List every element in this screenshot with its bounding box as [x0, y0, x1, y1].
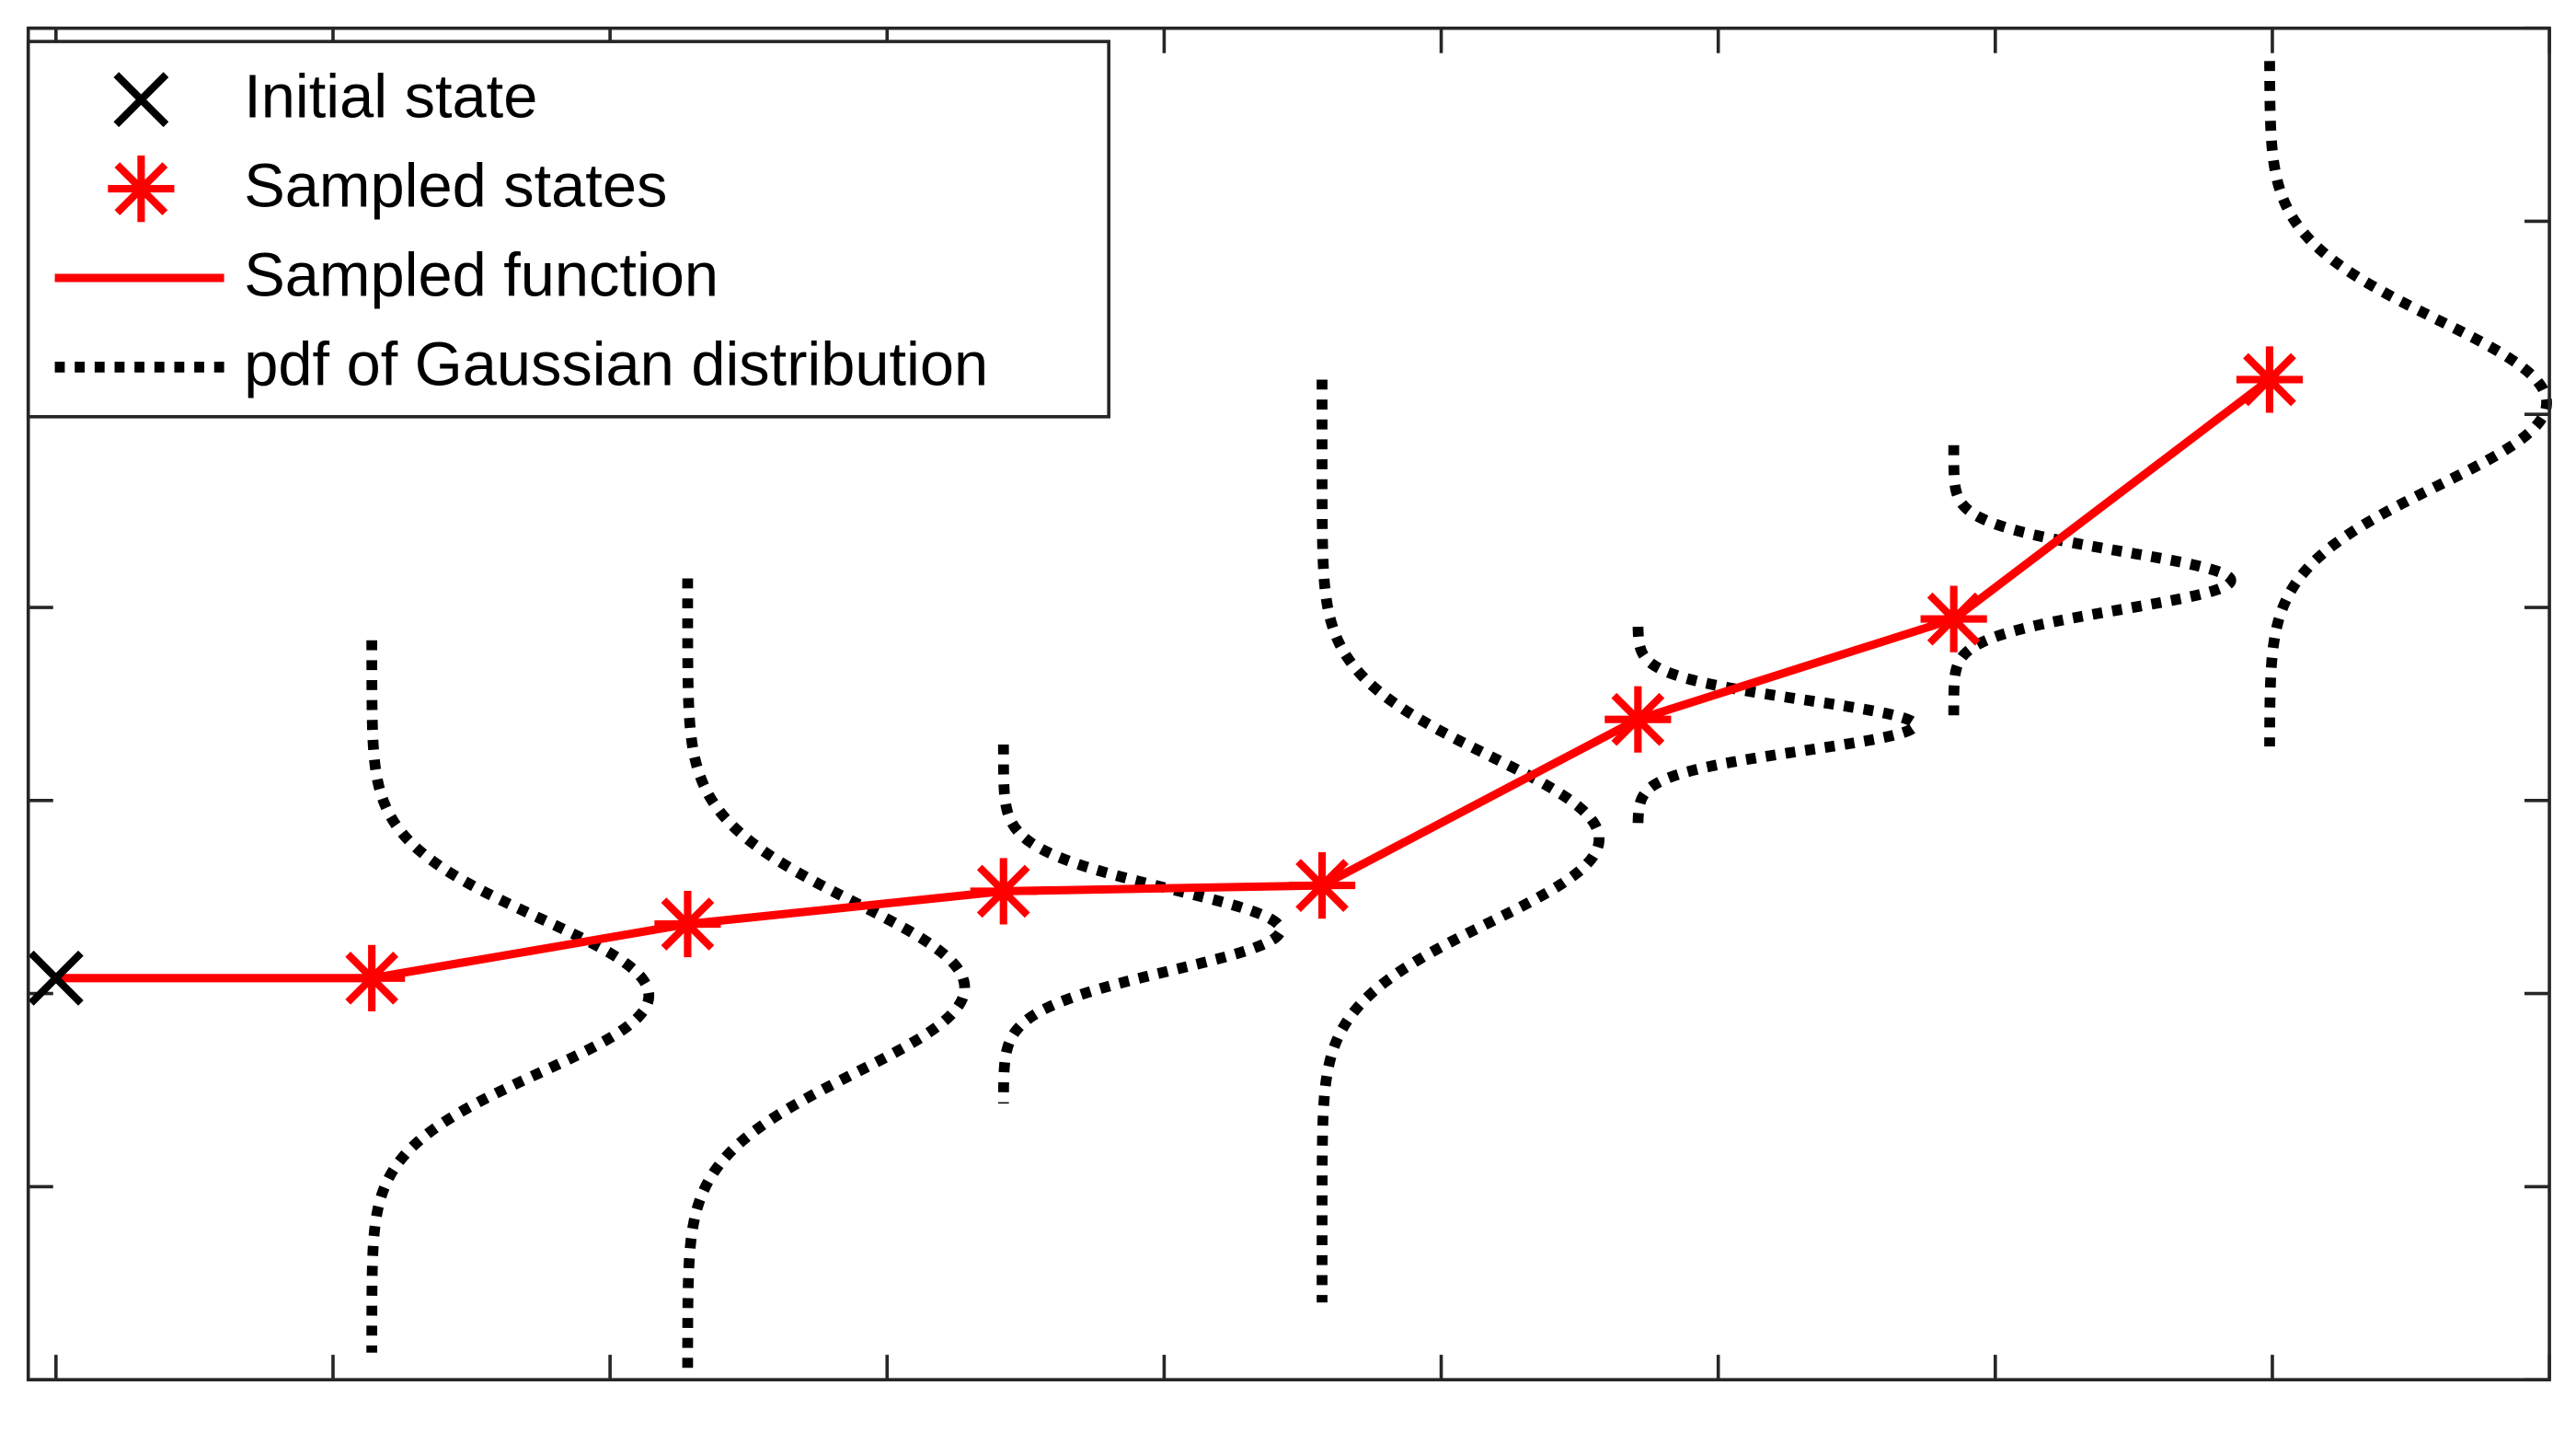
- gaussian-pdf: [2264, 61, 2552, 747]
- gaussian-pdf: [1317, 379, 1604, 1303]
- gaussian-pdf: [997, 744, 1286, 1104]
- legend-label: Sampled function: [244, 241, 719, 309]
- asterisk-marker: [1920, 585, 1987, 652]
- asterisk-marker: [339, 944, 406, 1011]
- gaussian-pdf: [366, 640, 655, 1353]
- axes-box: [26, 26, 2551, 1381]
- asterisk-marker: [654, 890, 721, 958]
- gaussian-pdf: [682, 578, 971, 1379]
- x-marker: [113, 72, 169, 128]
- legend-label: pdf of Gaussian distribution: [244, 330, 988, 398]
- gaussian-pdf: [1948, 445, 2237, 720]
- asterisk-marker: [1288, 852, 1356, 919]
- legend-label: Sampled states: [244, 153, 667, 221]
- asterisk-marker: [2236, 346, 2304, 413]
- asterisk-marker: [108, 156, 175, 223]
- marks: [28, 61, 2552, 1379]
- legend: Initial state Sampled states Sampled funct…: [26, 40, 1110, 419]
- legend-box: [26, 40, 1110, 419]
- asterisk-marker: [970, 858, 1037, 925]
- function-line: [55, 375, 2272, 983]
- legend-label: Initial state: [244, 64, 537, 132]
- x-marker: [28, 950, 84, 1006]
- asterisk-marker: [1604, 686, 1672, 753]
